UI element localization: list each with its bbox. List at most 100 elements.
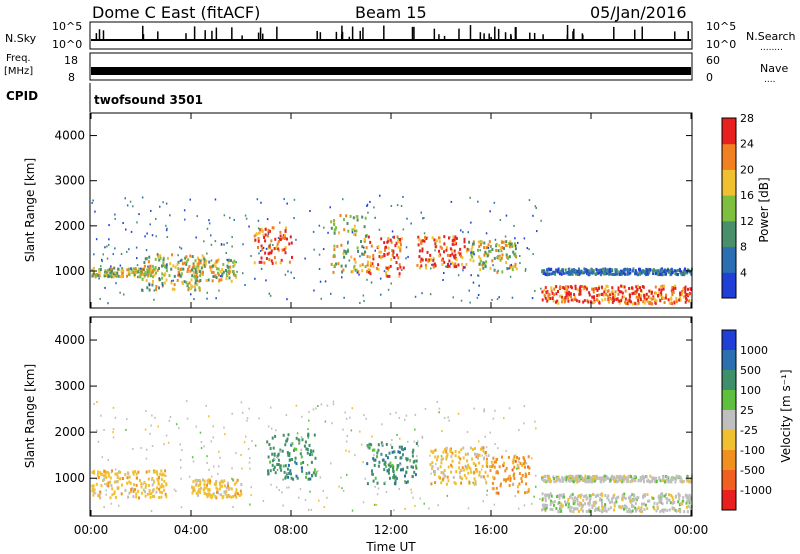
heatmap-cell — [612, 496, 615, 499]
heatmap-cell — [279, 230, 282, 234]
heatmap-cell — [586, 271, 588, 275]
heatmap-cell — [455, 470, 458, 474]
heatmap-cell — [607, 477, 609, 480]
heatmap-cell — [119, 477, 122, 481]
heatmap-cell — [553, 287, 556, 291]
heatmap-cell — [92, 199, 94, 202]
heatmap-cell — [355, 268, 358, 272]
heatmap-cell — [459, 475, 462, 479]
heatmap-cell — [97, 440, 100, 443]
heatmap-cell — [682, 480, 685, 483]
heatmap-cell — [387, 246, 390, 250]
heatmap-cell — [399, 248, 402, 252]
heatmap-cell — [515, 267, 518, 271]
heatmap-cell — [470, 248, 473, 252]
heatmap-cell — [472, 242, 475, 246]
heatmap-cell — [495, 242, 498, 246]
heatmap-cell — [209, 494, 212, 498]
heatmap-cell — [685, 505, 688, 509]
heatmap-cell — [615, 474, 618, 478]
heatmap-cell — [380, 293, 382, 296]
heatmap-cell — [408, 460, 411, 463]
heatmap-cell — [279, 450, 281, 453]
heatmap-cell — [643, 295, 646, 299]
heatmap-cell — [94, 492, 97, 495]
heatmap-cell — [453, 256, 456, 260]
heatmap-cell — [448, 419, 450, 422]
heatmap-cell — [431, 461, 434, 465]
heatmap-cell — [452, 235, 455, 239]
heatmap-cell — [112, 271, 115, 275]
heatmap-cell — [680, 501, 683, 505]
heatmap-cell — [283, 470, 286, 474]
heatmap-cell — [426, 250, 429, 254]
heatmap-cell — [392, 469, 395, 473]
heatmap-cell — [264, 227, 267, 231]
heatmap-cell — [432, 258, 435, 262]
heatmap-cell — [270, 249, 273, 253]
heatmap-cell — [266, 440, 269, 444]
heatmap-cell — [447, 416, 449, 419]
heatmap-cell — [154, 416, 156, 419]
heatmap-cell — [600, 285, 603, 289]
heatmap-cell — [151, 483, 154, 487]
heatmap-cell — [466, 459, 469, 463]
heatmap-cell — [218, 278, 221, 282]
heatmap-cell — [490, 460, 493, 464]
heatmap-cell — [290, 271, 292, 274]
heatmap-cell — [498, 296, 500, 299]
heatmap-cell — [191, 491, 194, 495]
heatmap-cell — [449, 450, 452, 454]
heatmap-cell — [384, 481, 386, 484]
heatmap-cell — [686, 510, 689, 514]
heatmap-cell — [458, 461, 461, 465]
heatmap-cell — [557, 475, 560, 479]
heatmap-cell — [152, 479, 155, 482]
heatmap-cell — [591, 506, 594, 510]
heatmap-cell — [571, 475, 574, 479]
heatmap-cell — [656, 269, 658, 273]
heatmap-cell — [152, 268, 155, 272]
heatmap-cell — [200, 487, 202, 490]
heatmap-cell — [506, 267, 509, 271]
heatmap-cell — [108, 267, 111, 271]
heatmap-cell — [405, 470, 408, 474]
heatmap-cell — [111, 276, 113, 279]
heatmap-cell — [223, 484, 226, 488]
heatmap-cell — [232, 479, 234, 482]
heatmap-cell — [199, 483, 202, 487]
heatmap-cell — [680, 270, 683, 274]
heatmap-cell — [231, 477, 233, 480]
heatmap-cell — [137, 270, 140, 274]
heatmap-cell — [561, 300, 564, 304]
nave-label: Nave — [760, 62, 788, 75]
heatmap-cell — [401, 453, 404, 457]
heatmap-cell — [284, 464, 287, 468]
heatmap-cell — [452, 242, 455, 246]
heatmap-cell — [188, 281, 191, 285]
heatmap-cell — [144, 494, 147, 498]
heatmap-cell — [219, 456, 221, 459]
heatmap-cell — [384, 462, 387, 466]
heatmap-cell — [605, 509, 608, 513]
heatmap-cell — [603, 505, 606, 509]
heatmap-cell — [662, 475, 665, 479]
heatmap-cell — [310, 508, 313, 511]
heatmap-cell — [179, 268, 182, 271]
heatmap-cell — [618, 475, 621, 479]
heatmap-cell — [634, 272, 637, 276]
heatmap-cell — [513, 472, 516, 476]
heatmap-cell — [668, 508, 671, 512]
heatmap-cell — [489, 431, 491, 434]
heatmap-cell — [99, 297, 101, 300]
heatmap-cell — [387, 237, 390, 241]
heatmap-cell — [123, 293, 125, 296]
heatmap-cell — [385, 271, 387, 275]
heatmap-cell — [164, 265, 166, 269]
heatmap-cell — [225, 277, 228, 281]
heatmap-cell — [405, 414, 408, 417]
heatmap-cell — [535, 474, 537, 477]
heatmap-cell — [276, 242, 279, 246]
heatmap-cell — [384, 248, 386, 252]
